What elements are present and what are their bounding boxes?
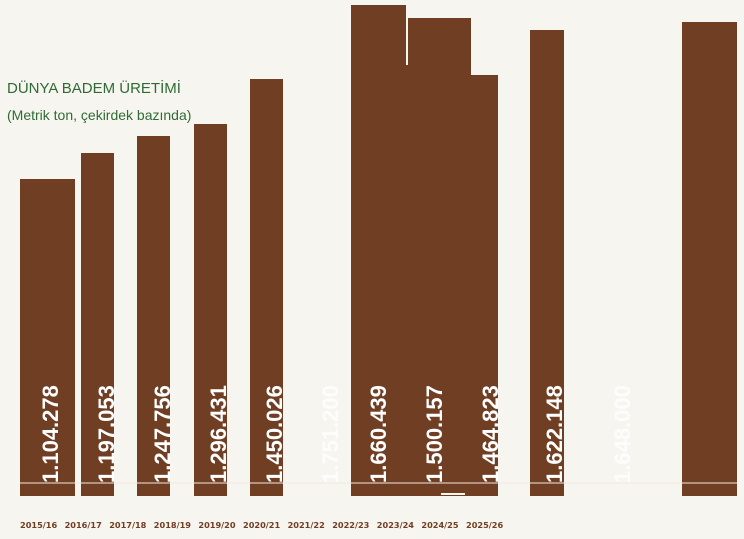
- x-tick-label-2018/19: 2018/19: [154, 520, 191, 530]
- chart-title: DÜNYA BADEM ÜRETİMİ: [7, 79, 181, 97]
- value-label-2020/21: 1.751.200: [318, 385, 343, 483]
- x-tick-label-2016/17: 2016/17: [65, 520, 102, 530]
- value-label-2022/23: 1.500.157: [422, 385, 447, 483]
- value-label-2016/17: 1.197.053: [94, 385, 119, 483]
- x-tick-label-2022/23: 2022/23: [332, 520, 369, 530]
- x-tick-label-2021/22: 2021/22: [288, 520, 325, 530]
- x-tick-label-2025/26: 2025/26: [466, 520, 503, 530]
- value-label-2015/16: 1.104.278: [38, 385, 63, 483]
- value-label-2021/22: 1.660.439: [366, 385, 391, 483]
- x-tick-label-2015/16: 2015/16: [20, 520, 57, 530]
- chart-subtitle: (Metrik ton, çekirdek bazında): [7, 107, 191, 123]
- value-label-2019/20: 1.450.026: [262, 385, 287, 483]
- x-tick-label-2024/25: 2024/25: [421, 520, 458, 530]
- value-label-2025/26: 1.648.000: [610, 385, 635, 483]
- x-tick-label-2023/24: 2023/24: [377, 520, 414, 530]
- value-label-2024/25: 1.622.148: [542, 385, 567, 483]
- value-label-2018/19: 1.296.431: [206, 385, 231, 483]
- x-tick-label-2019/20: 2019/20: [198, 520, 235, 530]
- x-axis-labels: 2015/16 2016/17 2017/18 2018/19 2019/20 2020/…: [20, 520, 503, 530]
- value-label-2023/24: 1.464.823: [478, 385, 503, 483]
- value-label-2017/18: 1.247.756: [150, 385, 175, 483]
- x-tick-label-2020/21: 2020/21: [243, 520, 280, 530]
- bar-trailing: [682, 22, 737, 496]
- x-tick-label-2017/18: 2017/18: [109, 520, 146, 530]
- value-labels-group: 1.104.278 1.197.053 1.247.756 1.296.431 1.45…: [38, 385, 635, 483]
- bar-step-notch: [406, 65, 416, 496]
